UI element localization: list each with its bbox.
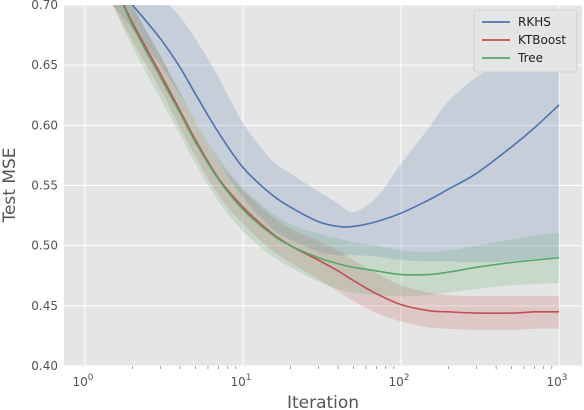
x-tick-label: 101 <box>230 373 251 389</box>
x-tick-label: 103 <box>546 373 567 389</box>
x-tick-exponent: 1 <box>246 373 252 383</box>
x-tick-exponent: 3 <box>562 373 568 383</box>
rkhs-confidence-band <box>112 5 559 263</box>
ktboost-confidence-band <box>112 5 559 331</box>
ktboost-line <box>122 5 560 314</box>
tree-line <box>122 5 560 276</box>
y-axis-label: Test MSE <box>0 147 20 223</box>
x-tick-label: 102 <box>388 373 409 389</box>
y-axis-ticks: 0.40 0.45 0.50 0.55 0.60 0.65 0.70 <box>31 0 58 373</box>
x-tick-base: 10 <box>230 375 245 389</box>
x-tick-base: 10 <box>72 375 87 389</box>
legend-label-tree: Tree <box>517 51 543 65</box>
y-tick-label: 0.45 <box>31 299 58 313</box>
legend-label-ktboost: KTBoost <box>518 33 566 47</box>
y-tick-label: 0.60 <box>31 118 58 132</box>
legend-box <box>473 9 578 73</box>
x-axis-ticks: 100 101 102 103 <box>72 366 568 389</box>
x-tick-base: 10 <box>546 375 561 389</box>
rkhs-line <box>131 5 560 228</box>
y-tick-label: 0.40 <box>31 359 58 373</box>
gridlines <box>64 4 582 367</box>
x-tick-label: 100 <box>72 373 93 389</box>
y-tick-label: 0.55 <box>31 179 58 193</box>
y-tick-label: 0.50 <box>31 239 58 253</box>
x-tick-base: 10 <box>388 375 403 389</box>
x-tick-exponent: 0 <box>88 373 94 383</box>
x-axis-label: Iteration <box>287 393 359 410</box>
y-tick-label: 0.65 <box>31 58 58 72</box>
y-tick-label: 0.70 <box>31 0 58 12</box>
x-tick-exponent: 2 <box>404 373 410 383</box>
legend: RKHS KTBoost Tree <box>473 9 578 73</box>
legend-label-rkhs: RKHS <box>518 15 551 29</box>
series-lines <box>122 5 560 314</box>
